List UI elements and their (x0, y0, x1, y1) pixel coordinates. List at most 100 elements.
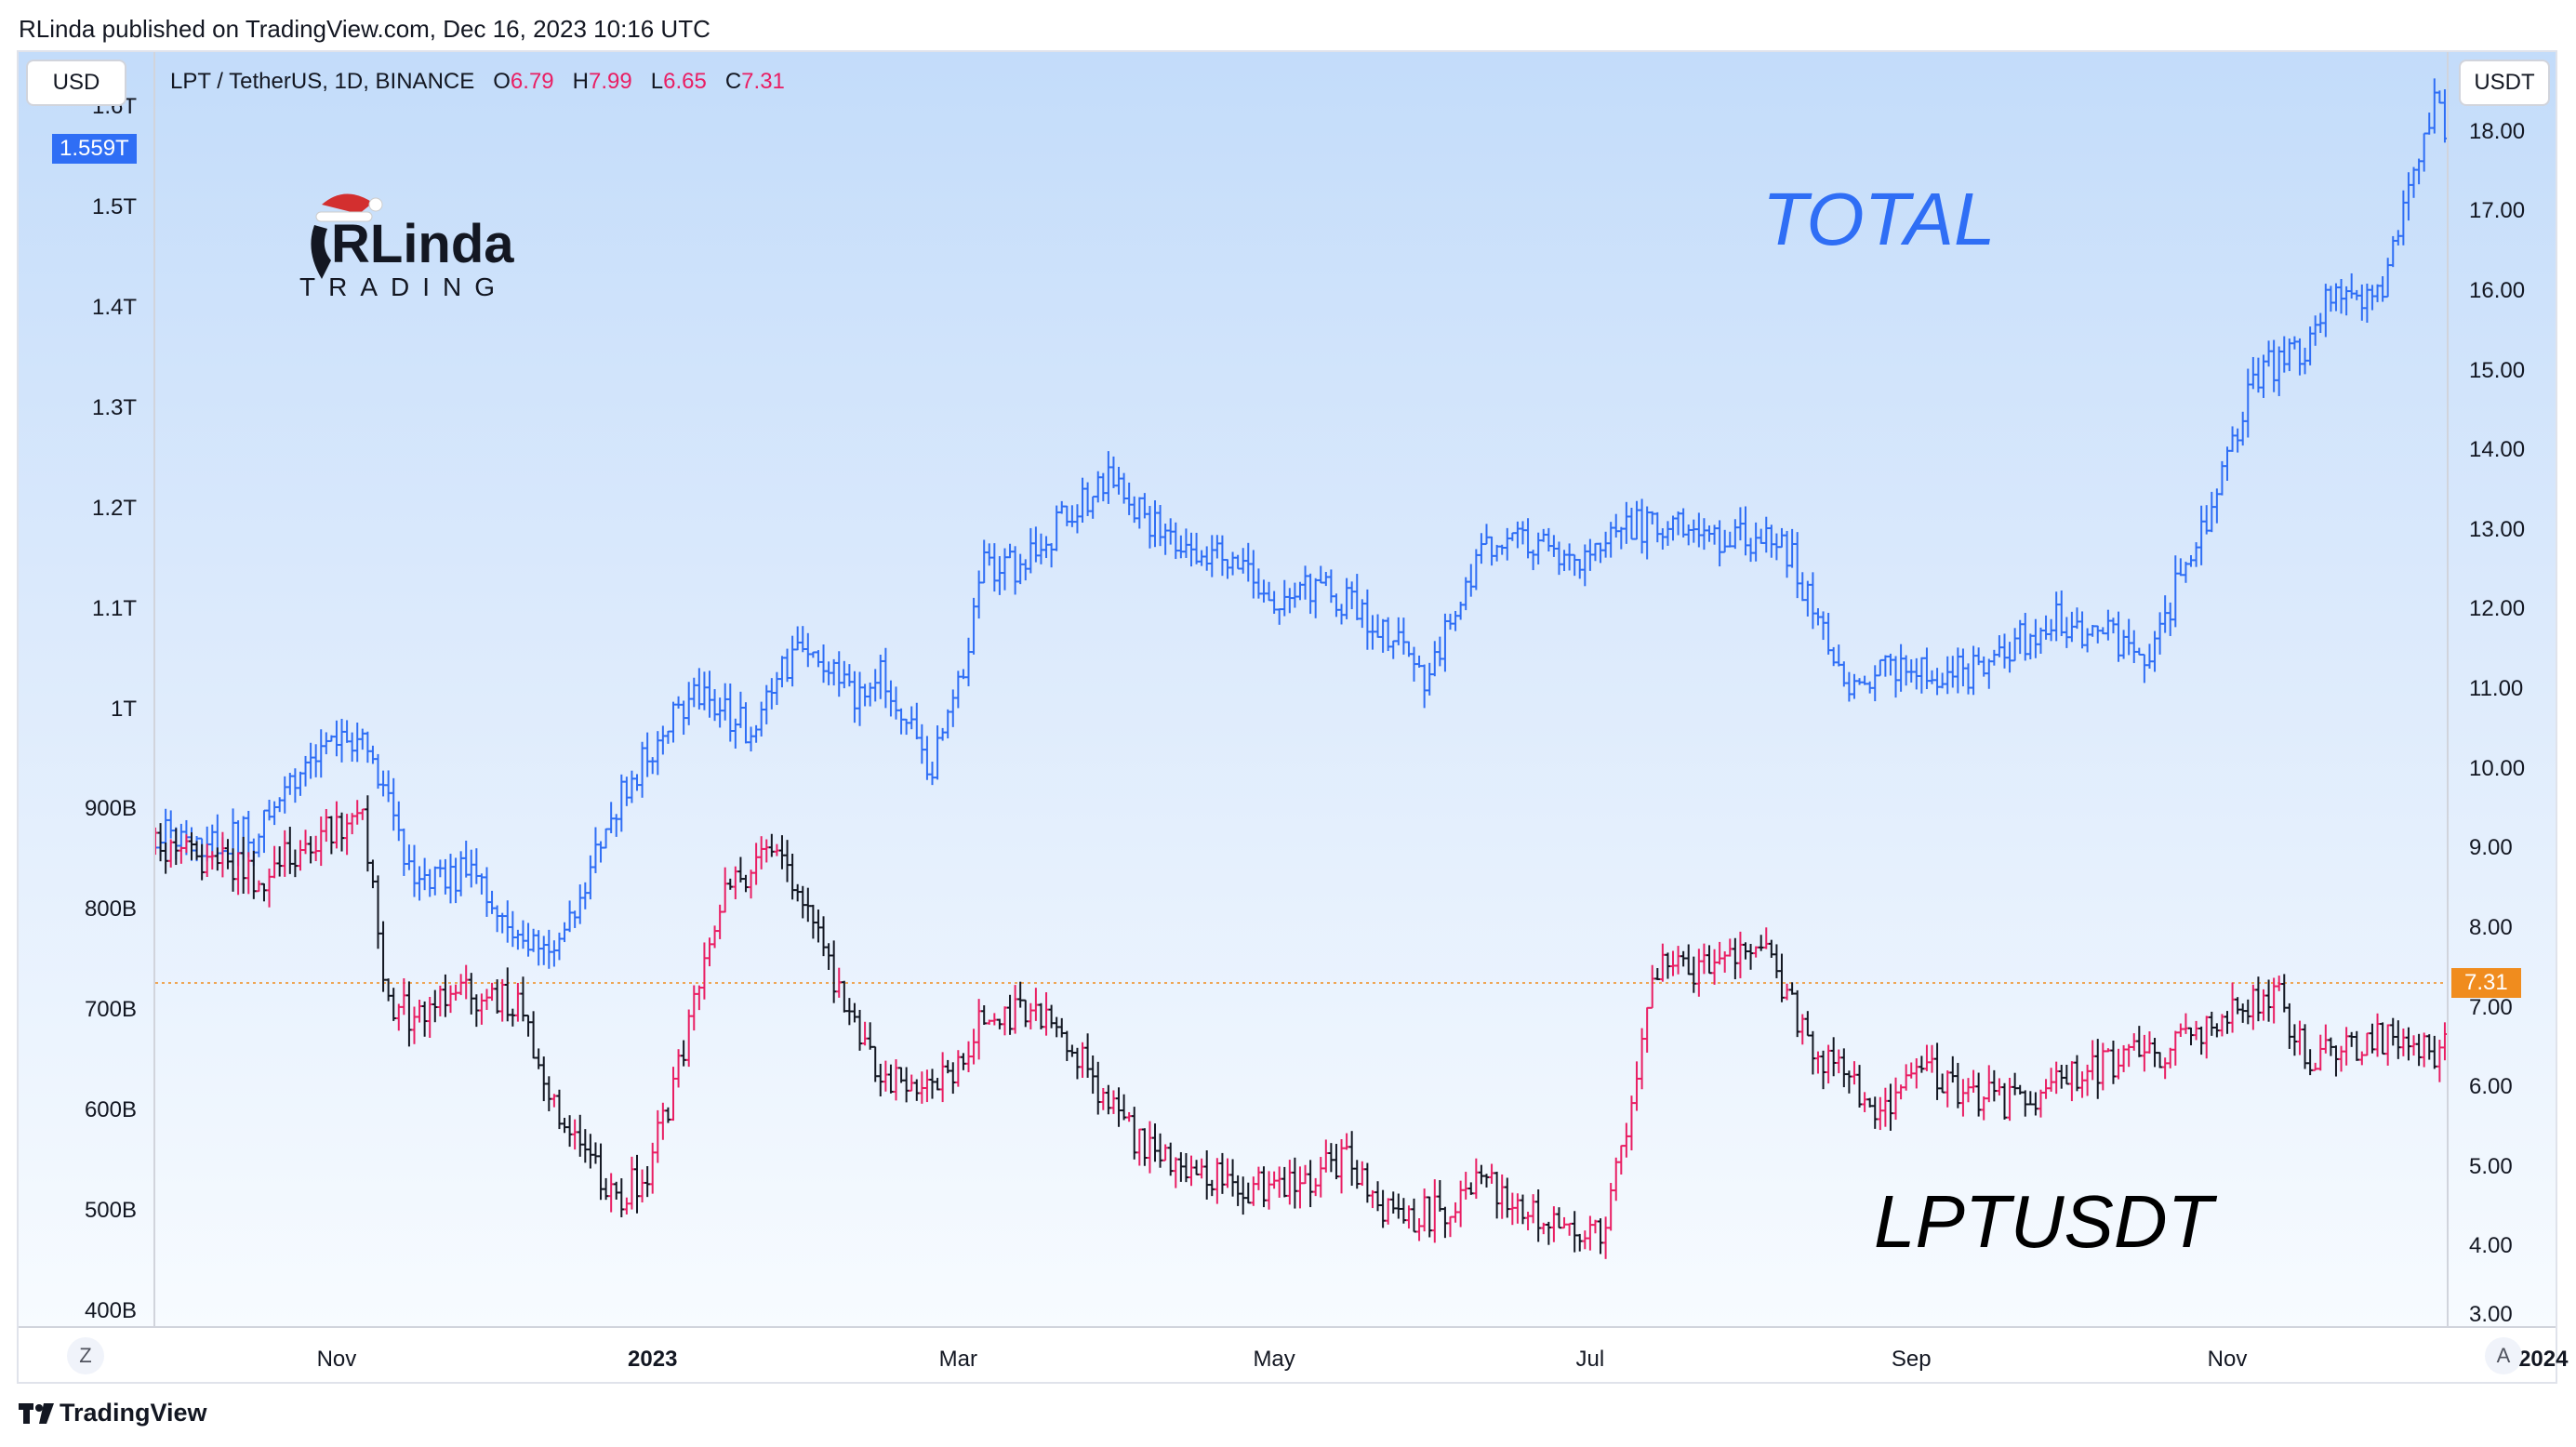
lpt-bar (1084, 1033, 1091, 1078)
total-bar (1882, 655, 1889, 677)
total-bar (846, 664, 853, 687)
total-bar (2358, 284, 2365, 321)
lpt-bar (2235, 997, 2241, 1015)
lpt-bar (453, 984, 459, 1001)
total-bar (442, 858, 448, 895)
total-bar (784, 648, 790, 683)
right-axis-tick: 16.00 (2469, 277, 2526, 303)
total-bar (2084, 628, 2091, 653)
right-currency-chip[interactable]: USDT (2459, 60, 2550, 106)
total-bar (820, 644, 827, 684)
total-bar (1473, 549, 1480, 591)
total-bar (1074, 504, 1081, 534)
total-bar (711, 689, 718, 722)
lpt-bar (1737, 931, 1744, 978)
lpt-bar (494, 979, 500, 1014)
lpt-bar (1717, 941, 1723, 965)
total-bar (1923, 647, 1930, 690)
total-bar (437, 859, 444, 878)
lpt-bar (1929, 1044, 1935, 1073)
lpt-bar (675, 1049, 682, 1088)
total-bar (167, 810, 174, 839)
total-bar (1390, 640, 1397, 659)
total-bar (2400, 190, 2407, 246)
lpt-bar (510, 1008, 516, 1027)
total-bar (1007, 543, 1014, 559)
total-bar (2354, 289, 2360, 300)
lpt-bar (1095, 1061, 1101, 1115)
total-bar (2374, 284, 2381, 302)
total-bar (1887, 653, 1893, 676)
lpt-bar (1598, 1218, 1604, 1255)
lpt-bar (473, 994, 480, 1028)
total-bar (623, 777, 630, 806)
auto-scale-right-button[interactable]: A (2485, 1337, 2522, 1374)
total-bar (308, 742, 314, 779)
total-bar (504, 900, 511, 943)
total-bar (981, 539, 988, 584)
lpt-bar (883, 1060, 889, 1092)
total-bar (1245, 542, 1252, 582)
lpt-bar (1494, 1171, 1500, 1219)
total-bar (339, 718, 345, 763)
lpt-bar (1022, 999, 1029, 1028)
time-axis[interactable]: Nov 2023 Mar May Jul Sep Nov 2024 (19, 1326, 2568, 1382)
total-bar (856, 671, 863, 726)
total-bar (810, 651, 817, 658)
right-price-axis[interactable]: 18.00 17.00 16.00 15.00 14.00 13.00 12.00 11.00… (2447, 52, 2556, 1327)
total-bar (1219, 535, 1226, 577)
lpt-bar (2100, 1042, 2106, 1091)
lpt-bar (2317, 1034, 2324, 1071)
chart-plot-area[interactable] (155, 52, 2447, 1326)
auto-scale-left-button[interactable]: Z (67, 1337, 104, 1374)
total-bar (1945, 656, 1951, 695)
lpt-bar (2048, 1068, 2054, 1092)
total-bar (1152, 500, 1159, 548)
total-bar (2203, 505, 2210, 535)
total-bar (1634, 500, 1640, 540)
total-bar (2369, 285, 2375, 311)
total-bar (898, 708, 905, 735)
chart-svg[interactable] (155, 52, 2447, 1326)
left-price-axis[interactable]: 1.6T 1.5T 1.4T 1.3T 1.2T 1.1T 1T 900B 800B 700B 60… (19, 52, 155, 1326)
lpt-bar (1395, 1193, 1401, 1219)
total-bar (1090, 496, 1096, 519)
total-bar (2177, 558, 2184, 577)
right-axis-tick: 10.00 (2469, 755, 2526, 781)
lpt-bar (2007, 1077, 2013, 1122)
lpt-bar (369, 859, 376, 889)
total-bar (1235, 554, 1242, 570)
lpt-bar (1561, 1216, 1568, 1229)
total-bar (489, 890, 496, 914)
lpt-bar (1830, 1037, 1837, 1077)
total-bar (1177, 535, 1184, 559)
total-bar (804, 632, 811, 668)
time-axis-tick: 2023 (628, 1347, 678, 1372)
total-bar (1328, 569, 1334, 604)
lpt-bar (1898, 1084, 1905, 1100)
total-bar (826, 661, 832, 685)
lpt-bar (618, 1178, 625, 1217)
lpt-bar (1302, 1164, 1308, 1185)
total-bar (830, 658, 837, 686)
total-bar (2022, 613, 2028, 661)
lpt-bar (401, 978, 407, 1016)
lpt-bar (1203, 1149, 1210, 1200)
total-bar (1380, 618, 1387, 653)
lpt-bar (2354, 1030, 2360, 1061)
lpt-bar (2162, 1057, 2169, 1080)
total-bar (1814, 608, 1821, 626)
lpt-bar (2229, 982, 2236, 1033)
lpt-bar (2038, 1089, 2044, 1118)
lpt-bar (671, 1067, 676, 1122)
total-bar (1354, 574, 1361, 620)
lpt-bar (551, 1094, 557, 1108)
total-bar (562, 922, 568, 943)
total-bar (1281, 579, 1288, 617)
total-bar (1121, 472, 1127, 504)
total-bar (297, 771, 303, 796)
left-currency-chip[interactable]: USD (26, 60, 126, 106)
total-bar (971, 597, 977, 655)
total-bar (1846, 671, 1852, 702)
lpt-bar (1255, 1166, 1262, 1190)
